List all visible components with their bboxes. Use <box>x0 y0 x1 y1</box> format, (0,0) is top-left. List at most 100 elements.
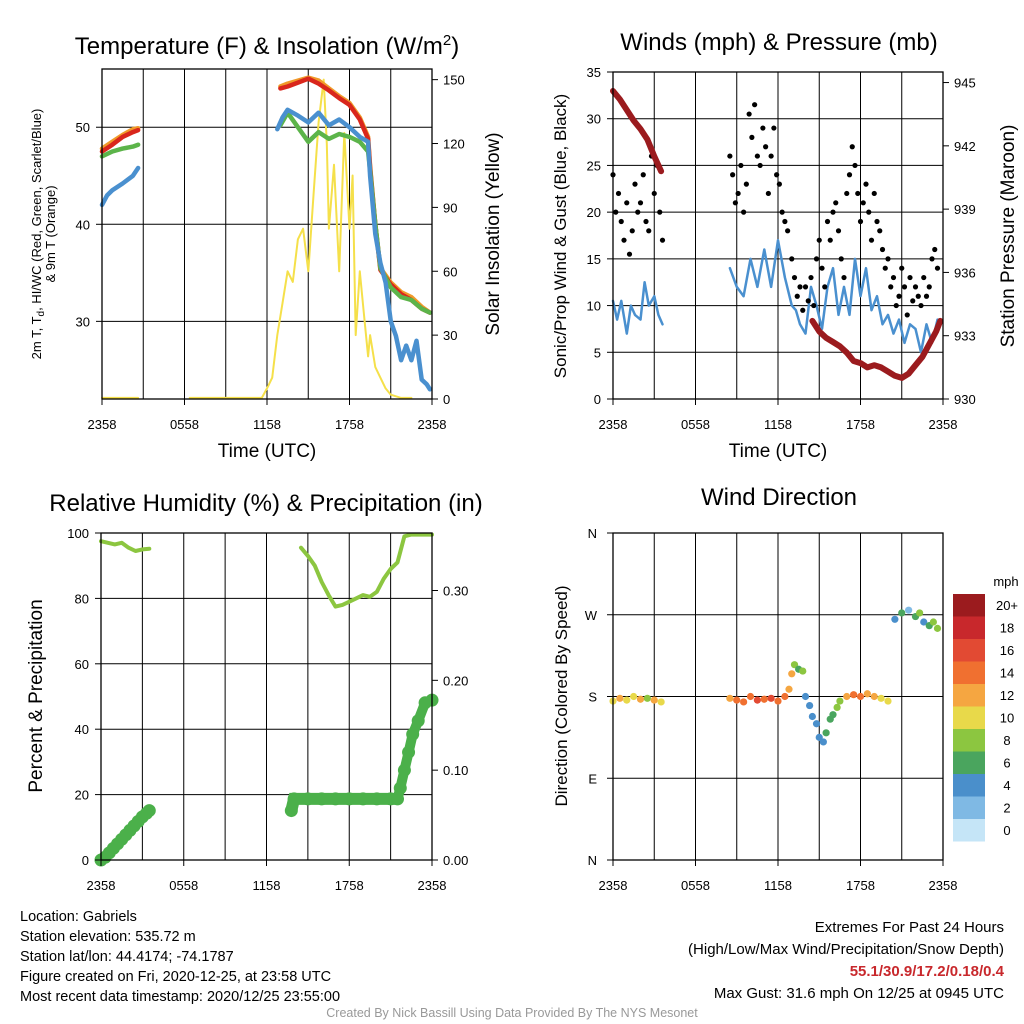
gust-point <box>800 307 806 313</box>
direction-point <box>822 729 830 737</box>
gust-point <box>852 162 858 169</box>
winds-y-ticks: 0 5 10 15 20 25 30 35 <box>587 65 613 407</box>
y-tick-label: S <box>588 690 597 705</box>
temperature-panel: Temperature (F) & Insolation (W/m2) 30 40… <box>29 32 504 462</box>
gust-point <box>768 153 774 159</box>
precip-y-ticks: 0.00 0.10 0.20 0.30 <box>432 583 468 868</box>
pressure-y-ticks: 930 933 936 939 942 945 <box>943 76 976 407</box>
gust-point <box>918 302 924 309</box>
legend-label: 0 <box>1003 823 1010 838</box>
gust-point <box>866 209 872 215</box>
y-tick-label: E <box>588 771 597 786</box>
x-tick-label: 1758 <box>846 878 875 893</box>
y-tick-label: 40 <box>75 722 89 737</box>
winds-title: Winds (mph) & Pressure (mb) <box>620 29 937 56</box>
gust-point <box>657 209 663 215</box>
legend-swatch <box>953 706 985 729</box>
gust-point <box>855 190 861 197</box>
gust-point <box>912 284 919 290</box>
y2-tick-label: 60 <box>443 264 457 279</box>
y-tick-label: N <box>588 526 597 541</box>
gust-point <box>929 256 935 262</box>
x-tick-label: 1158 <box>253 417 281 432</box>
legend-swatch <box>953 661 985 684</box>
y2-tick-label: 30 <box>443 328 457 343</box>
gust-point <box>732 200 738 206</box>
gust-point <box>771 125 777 131</box>
gust-point <box>791 274 798 281</box>
green-series-line <box>99 110 433 315</box>
svg-text:& 9m T (Orange): & 9m T (Orange) <box>43 185 58 282</box>
insolation-y-label: Solar Insolation (Yellow) <box>483 132 504 335</box>
gust-point <box>827 237 833 243</box>
temperature-x-label: Time (UTC) <box>218 441 317 462</box>
gust-point <box>782 218 788 225</box>
direction-point <box>726 694 734 702</box>
gust-point <box>888 284 894 290</box>
gust-point <box>785 228 791 234</box>
y2-tick-label: 939 <box>954 202 976 217</box>
gust-point <box>774 172 780 178</box>
gust-point <box>635 209 641 215</box>
gust-point <box>643 218 649 225</box>
y-tick-label: 0 <box>82 853 89 868</box>
gust-point <box>640 172 646 178</box>
gust-point <box>893 302 899 309</box>
x-tick-label: 2358 <box>88 417 117 432</box>
gust-point <box>926 284 932 290</box>
gust-point <box>874 218 880 225</box>
legend-label: 10 <box>1000 711 1014 726</box>
y-tick-label: 100 <box>67 526 89 541</box>
figure-created: Figure created on Fri, 2020-12-25, at 23… <box>20 969 332 985</box>
y-tick-label: 10 <box>587 299 601 314</box>
gust-point <box>915 293 921 299</box>
direction-point <box>920 618 928 626</box>
gust-point <box>754 153 760 159</box>
gust-point <box>626 251 633 257</box>
gust-point <box>776 181 782 187</box>
gust-point <box>833 200 839 206</box>
direction-series <box>609 606 942 746</box>
direction-point <box>812 720 821 728</box>
legend-swatch <box>953 751 985 774</box>
gust-point <box>904 312 910 318</box>
gust-point <box>822 284 828 290</box>
recent-timestamp: Most recent data timestamp: 2020/12/25 2… <box>20 989 341 1005</box>
pressure-y-label: Station Pressure (Maroon) <box>998 125 1019 348</box>
station-elevation: Station elevation: 535.72 m <box>20 929 196 945</box>
gust-point <box>857 218 864 225</box>
gust-point <box>808 274 814 281</box>
legend-label: 12 <box>1000 688 1014 703</box>
y-tick-label: 20 <box>75 788 89 803</box>
direction-title: Wind Direction <box>701 484 857 511</box>
red-series-line <box>99 76 433 315</box>
x-tick-label: 1758 <box>335 878 364 893</box>
extremes-box: Extremes For Past 24 Hours (High/Low/Max… <box>688 917 1004 1005</box>
gust-point <box>743 181 749 187</box>
x-tick-label: 1758 <box>335 417 364 432</box>
gust-point <box>885 256 891 262</box>
legend-swatch <box>953 819 985 842</box>
direction-y-ticks: N E S W N <box>585 526 613 868</box>
gust-point <box>835 228 842 234</box>
humidity-y-label: Percent & Precipitation <box>26 599 47 792</box>
direction-x-ticks: 2358 0558 1158 1758 2358 <box>599 860 957 893</box>
legend-label: 4 <box>1003 778 1010 793</box>
direction-point <box>753 696 761 704</box>
direction-grid <box>613 533 943 860</box>
winds-panel: Winds (mph) & Pressure (mb) 0 5 10 15 20 25 30… <box>551 29 1019 462</box>
x-tick-label: 2358 <box>929 417 958 432</box>
direction-point <box>819 738 827 746</box>
y2-tick-label: 930 <box>954 392 976 407</box>
gust-point <box>901 284 908 290</box>
y-tick-label: 50 <box>76 120 90 135</box>
gust-point <box>624 200 630 206</box>
gust-point <box>727 153 733 159</box>
y2-tick-label: 0.10 <box>443 763 468 778</box>
temperature-y-label: 2m T, Td, HI/WC (Red, Green, Scarlet/Blu… <box>29 109 58 360</box>
y2-tick-label: 90 <box>443 200 457 215</box>
y-tick-label: 0 <box>594 392 601 407</box>
gust-point <box>910 298 916 304</box>
direction-point <box>843 692 851 701</box>
direction-point <box>636 695 645 703</box>
